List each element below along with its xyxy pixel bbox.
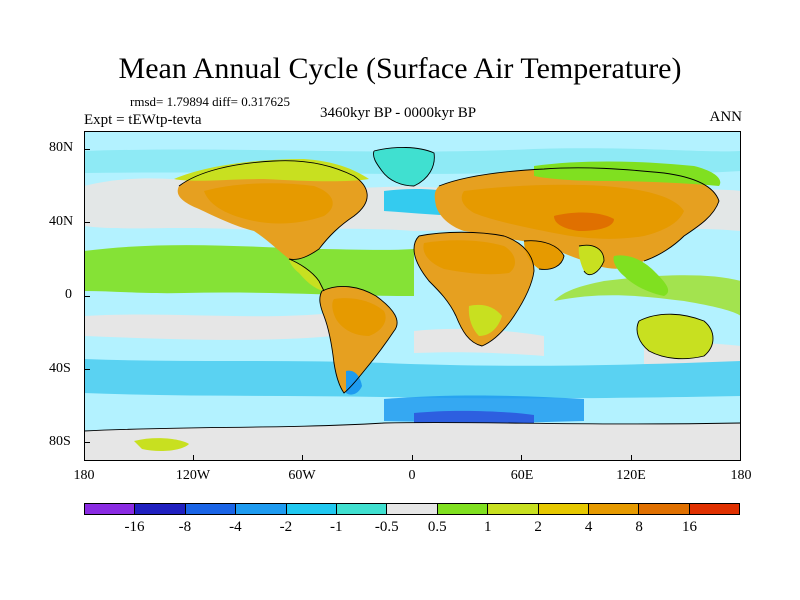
colorbar — [84, 503, 740, 515]
lat-tick — [84, 369, 90, 370]
period-label: 3460kyr BP - 0000kyr BP — [320, 105, 477, 121]
colorbar-segment — [588, 504, 640, 514]
colorbar-label: -1 — [330, 519, 343, 535]
lon-tick — [193, 455, 194, 461]
colorbar-segment — [639, 504, 690, 514]
colorbar-label: 16 — [682, 519, 698, 535]
coastline-layer — [84, 147, 741, 432]
colorbar-label: -4 — [229, 519, 242, 535]
colorbar-segment — [85, 504, 136, 514]
season-label: ANN — [709, 109, 743, 125]
lat-tick — [84, 222, 90, 223]
colorbar-segment — [488, 504, 539, 514]
lat-label-40s: 40S — [49, 361, 71, 376]
colorbar-segment — [286, 504, 337, 514]
lat-label-80n: 80N — [49, 140, 74, 155]
colorbar-label: 0.5 — [427, 519, 447, 535]
lon-label-0: 0 — [408, 468, 416, 483]
colorbar-label: -8 — [178, 519, 192, 535]
lat-label-80s: 80S — [49, 434, 71, 449]
map-svg — [84, 131, 741, 461]
lon-tick — [412, 455, 413, 461]
lon-label-180w: 180 — [73, 468, 95, 483]
colorbar-segment — [236, 504, 287, 514]
colorbar-segment — [135, 504, 186, 514]
lat-label-40n: 40N — [49, 214, 74, 229]
colorbar-segment — [538, 504, 589, 514]
lat-tick — [84, 296, 90, 297]
lon-label-60w: 60W — [288, 468, 316, 483]
colorbar-label: -0.5 — [374, 519, 399, 535]
colorbar-label: 1 — [483, 519, 492, 535]
lon-label-180e: 180 — [730, 468, 752, 483]
land-anomaly-layer — [84, 147, 741, 461]
colorbar-segment — [185, 504, 237, 514]
rmsd-diff-stats: rmsd= 1.79894 diff= 0.317625 — [130, 94, 290, 109]
experiment-label: Expt = tEWtp-tevta — [84, 112, 202, 128]
lat-tick — [84, 149, 90, 150]
colorbar-label: 2 — [534, 519, 542, 535]
colorbar-label: 8 — [635, 519, 643, 535]
colorbar-label: 4 — [584, 519, 593, 535]
lon-label-120e: 120E — [616, 468, 646, 483]
lon-label-120w: 120W — [175, 468, 211, 483]
lon-tick — [521, 455, 522, 461]
colorbar-segment — [336, 504, 388, 514]
lat-tick — [84, 442, 90, 443]
lon-tick — [302, 455, 303, 461]
lat-label-0: 0 — [65, 287, 72, 302]
plot-title: Mean Annual Cycle (Surface Air Temperatu… — [118, 52, 682, 85]
temperature-map — [84, 131, 741, 461]
colorbar-label: -2 — [279, 519, 293, 535]
lon-label-60e: 60E — [510, 468, 534, 483]
lon-tick — [631, 455, 632, 461]
colorbar-segment — [437, 504, 489, 514]
colorbar-label: -16 — [124, 519, 145, 535]
colorbar-segment — [689, 504, 740, 514]
colorbar-segment — [387, 504, 438, 514]
